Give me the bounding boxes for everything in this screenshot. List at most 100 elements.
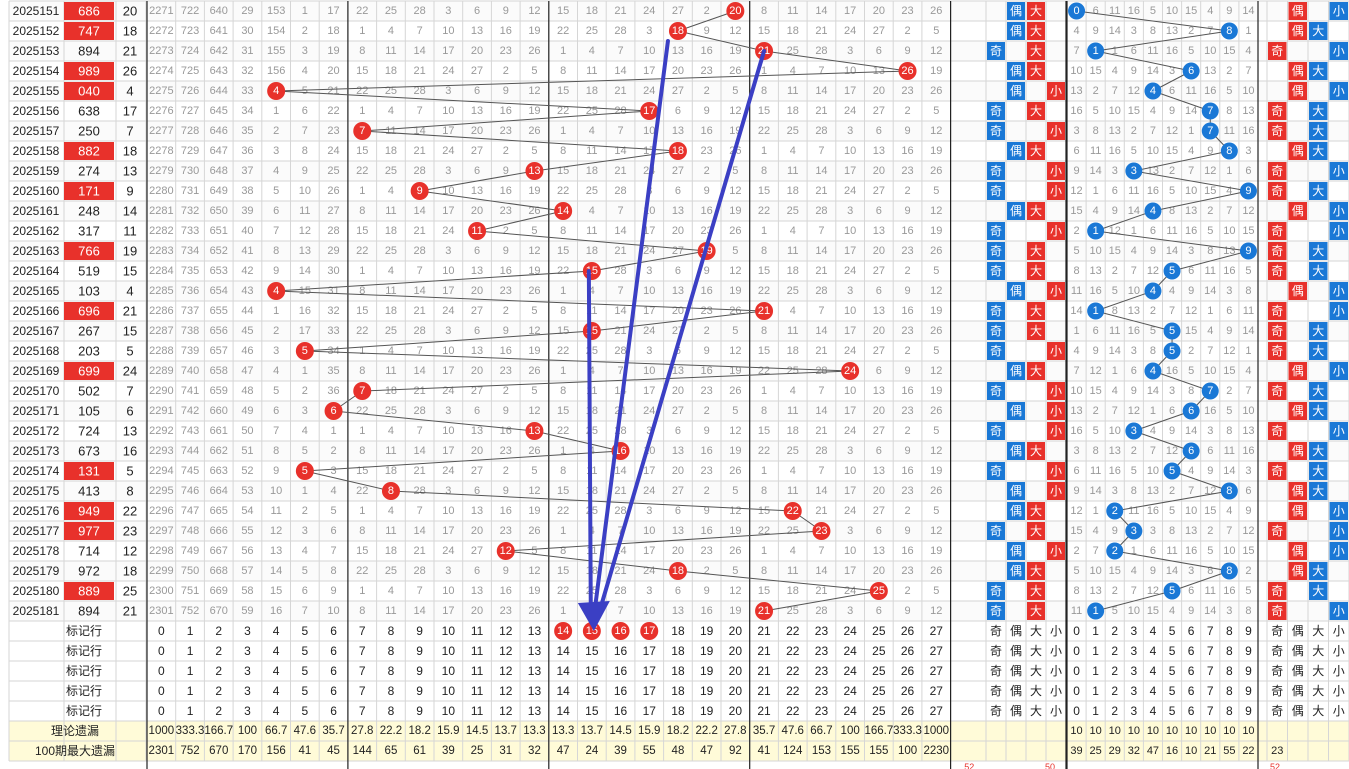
omission-cell: 25: [385, 565, 397, 577]
marker-ball-label: 17: [643, 625, 655, 637]
omission-cell: 12: [729, 585, 741, 597]
omission-cell: 6: [675, 345, 681, 357]
attribute-cell: [1047, 122, 1065, 140]
attribute-label: 偶: [1010, 564, 1022, 578]
omission-cell: 22: [557, 425, 569, 437]
omission-cell: 5: [531, 545, 537, 557]
marker-unit: 9: [1245, 624, 1252, 638]
unit-attribute-cell: [1309, 382, 1328, 400]
unit-attribute-label: 大: [1312, 124, 1324, 138]
omission-cell: 25: [787, 445, 799, 457]
omission-cell: 12: [930, 605, 942, 617]
marker-unit: 1: [1092, 684, 1099, 698]
omission-cell: 28: [614, 345, 626, 357]
omission-cell: 1: [560, 445, 566, 457]
period-cell: 2025177: [13, 524, 60, 538]
marker-unit: 0: [1073, 624, 1080, 638]
marker-cell: 21: [757, 704, 771, 718]
marker-unit: 4: [1150, 704, 1157, 718]
marker-ball[interactable]: [554, 622, 573, 640]
number-highlight: [64, 302, 114, 320]
omission-cell: 670: [210, 605, 228, 617]
marker-ball-label: 15: [586, 625, 598, 637]
unit-omission: 6: [1131, 45, 1137, 57]
unit-ball-label: 6: [1188, 65, 1194, 77]
marker-unit: 3: [1131, 664, 1138, 678]
attribute-label: 小: [1050, 424, 1062, 438]
omission-cell: 23: [500, 205, 512, 217]
unit-omission: 16: [1128, 325, 1140, 337]
unit-attribute-cell: [1268, 242, 1287, 260]
omission-cell: 22: [356, 565, 368, 577]
omission-cell: 11: [385, 125, 396, 137]
marker-ball[interactable]: [611, 622, 630, 640]
unit-trend-line: [1133, 410, 1192, 432]
omission-cell: 22: [557, 105, 569, 117]
marker-unit: 7: [1207, 684, 1214, 698]
attribute-cell: [1007, 542, 1025, 560]
unit-ball-label: 0: [1073, 5, 1079, 17]
unit-attribute-label: 偶: [1292, 364, 1304, 378]
omission-cell: 9: [704, 585, 710, 597]
unit-omission: 11: [1071, 605, 1082, 617]
omission-cell: 8: [560, 545, 566, 557]
marker-cell: 16: [614, 684, 628, 698]
sum-ball: [353, 382, 372, 400]
theory-value: 35.7: [322, 725, 344, 737]
unit-omission: 5: [1207, 545, 1213, 557]
marker-unit-attribute: 小: [1333, 704, 1345, 718]
unit-omission: 8: [1169, 525, 1175, 537]
omission-cell: 6: [302, 585, 308, 597]
omission-cell: 3: [302, 525, 308, 537]
sum-ball-label: 18: [672, 565, 684, 577]
unit-ball-label: 8: [1226, 485, 1232, 497]
unit-attribute-cell: [1329, 602, 1348, 620]
unit-omission: 12: [1109, 225, 1121, 237]
unit-omission: 8: [1112, 305, 1118, 317]
omission-cell: 8: [359, 285, 365, 297]
omission-cell: 39: [241, 205, 253, 217]
number-highlight: [64, 22, 114, 40]
omission-cell: 8: [560, 385, 566, 397]
omission-cell: 12: [729, 105, 741, 117]
unit-ball-label: 4: [1150, 365, 1156, 377]
omission-cell: 6: [273, 405, 279, 417]
period-cell: 2025153: [13, 44, 60, 58]
unit-ball-label: 1: [1093, 605, 1099, 617]
unit-attribute-label: 偶: [1292, 144, 1304, 158]
marker-cell: 7: [359, 624, 366, 638]
marker-cell: 4: [273, 704, 280, 718]
unit-omission: 9: [1188, 285, 1194, 297]
omission-cell: 19: [528, 185, 540, 197]
omission-cell: 9: [904, 45, 910, 57]
omission-cell: 25: [586, 345, 598, 357]
unit-attribute-cell: [1268, 182, 1287, 200]
attribute-label: 偶: [1010, 404, 1022, 418]
omission-cell: 11: [787, 165, 798, 177]
unit-omission: 3: [1169, 385, 1175, 397]
omission-cell: 8: [359, 205, 365, 217]
unit-omission: 5: [1169, 505, 1175, 517]
max-omission-value: 752: [180, 745, 199, 757]
marker-ball[interactable]: [640, 622, 659, 640]
marker-cell: 25: [872, 664, 886, 678]
sum-value: 13: [123, 164, 137, 179]
omission-cell: 22: [557, 185, 569, 197]
marker-unit: 5: [1169, 624, 1176, 638]
omission-cell: 15: [356, 305, 368, 317]
omission-cell: 2301: [149, 605, 173, 617]
max-omission-value: 153: [812, 745, 831, 757]
unit-omission: 2: [1169, 485, 1175, 497]
unit-omission: 10: [1223, 545, 1235, 557]
unit-ball: [1220, 482, 1238, 500]
unit-attribute-cell: [1268, 42, 1287, 60]
marker-unit: 9: [1245, 664, 1252, 678]
omission-cell: 5: [531, 145, 537, 157]
theory-value: 166.7: [864, 725, 893, 737]
omission-cell: 9: [904, 365, 910, 377]
unit-attribute-cell: [1268, 422, 1287, 440]
omission-cell: 4: [302, 65, 308, 77]
unit-omission: 9: [1169, 425, 1175, 437]
marker-attribute: 偶: [1010, 644, 1022, 658]
omission-cell: 19: [528, 505, 540, 517]
